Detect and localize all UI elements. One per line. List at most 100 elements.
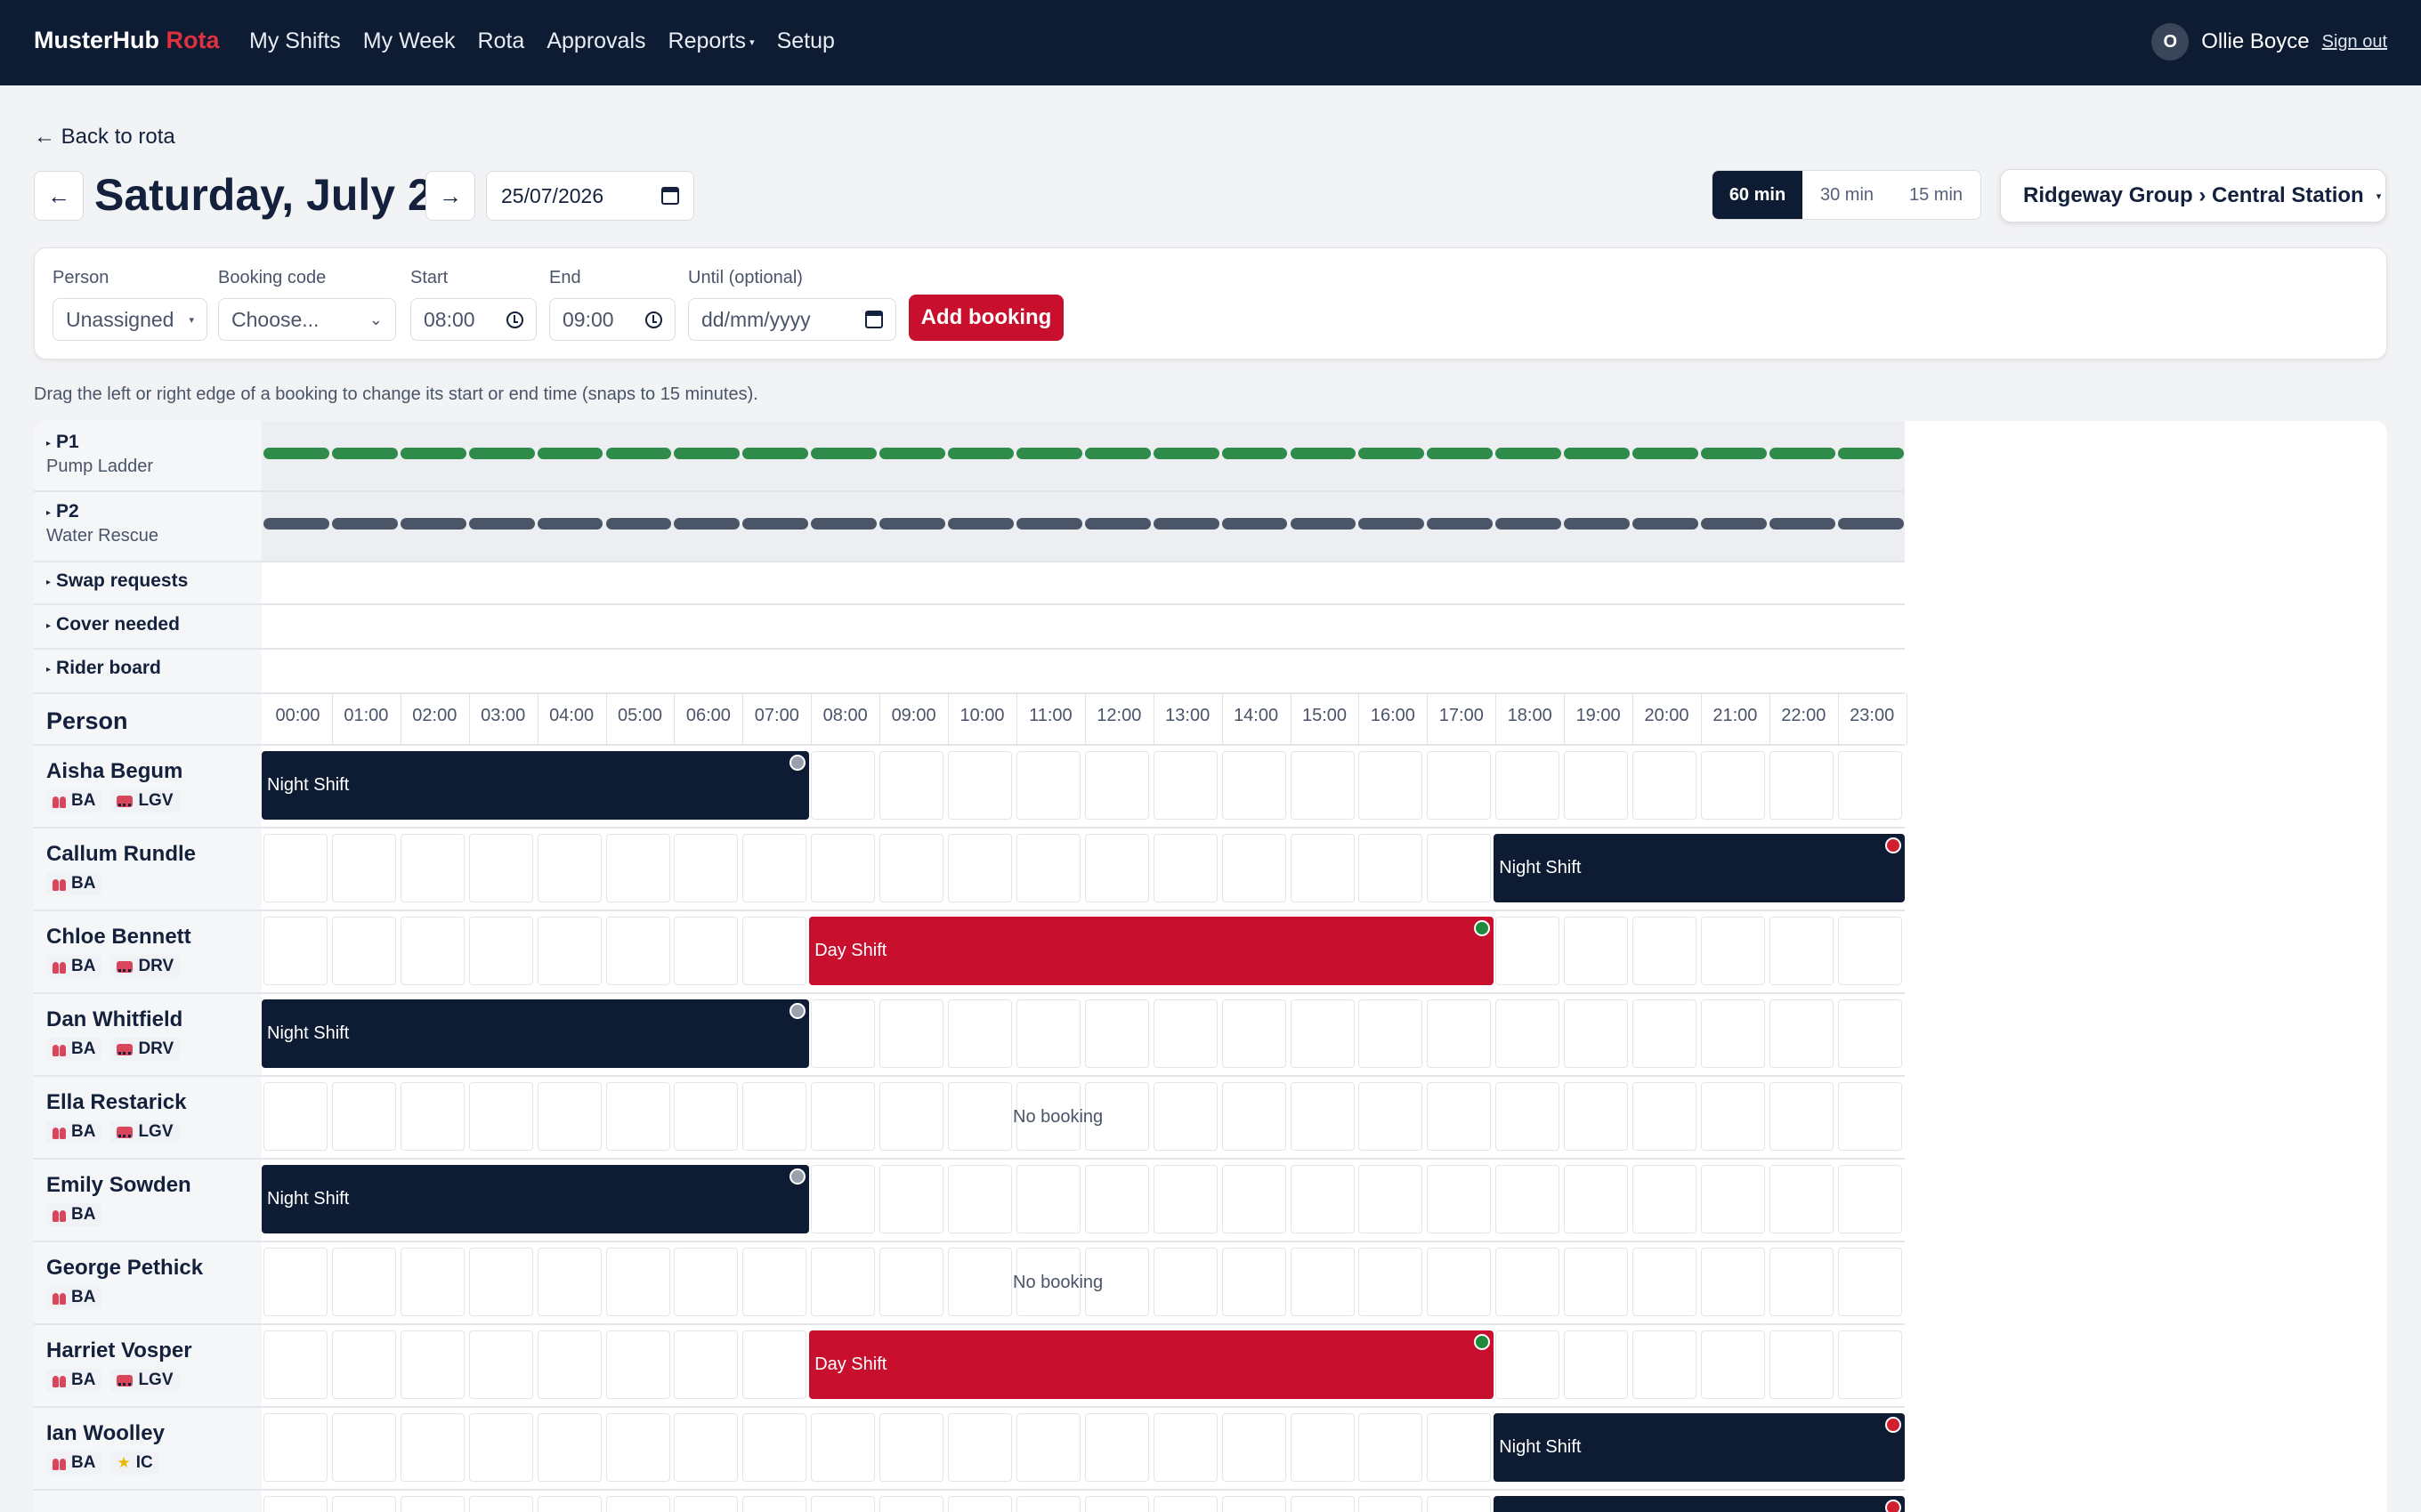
hour-cell[interactable] xyxy=(879,1165,944,1233)
appliance-toggle-p2[interactable]: ▸ P2 xyxy=(46,501,79,522)
hour-cell[interactable] xyxy=(1564,751,1629,820)
hour-cell[interactable] xyxy=(1427,1248,1492,1316)
hour-cell[interactable] xyxy=(811,1082,876,1151)
hour-cell[interactable] xyxy=(1427,751,1492,820)
hour-cell[interactable] xyxy=(811,999,876,1068)
hour-cell[interactable] xyxy=(742,1496,807,1512)
hour-cell[interactable] xyxy=(1632,1248,1696,1316)
hour-cell[interactable] xyxy=(1495,917,1560,985)
station-selector[interactable]: Ridgeway Group › Central Station ▾ xyxy=(2000,169,2386,222)
hour-cell[interactable] xyxy=(331,1330,396,1399)
hour-cell[interactable] xyxy=(1358,999,1423,1068)
hour-cell[interactable] xyxy=(1358,1165,1423,1233)
hour-cell[interactable] xyxy=(1016,834,1081,902)
hour-cell[interactable] xyxy=(1564,917,1629,985)
hour-cell[interactable] xyxy=(1427,1496,1492,1512)
hour-cell[interactable] xyxy=(468,1413,533,1482)
hour-cell[interactable] xyxy=(742,1413,807,1482)
hour-cell[interactable] xyxy=(605,1330,670,1399)
hour-cell[interactable] xyxy=(811,1165,876,1233)
hour-cell[interactable] xyxy=(468,834,533,902)
nav-link-my-shifts[interactable]: My Shifts xyxy=(249,28,341,53)
hour-cell[interactable] xyxy=(1153,1082,1218,1151)
hour-cell[interactable] xyxy=(1632,1165,1696,1233)
hour-cell[interactable] xyxy=(1564,1330,1629,1399)
hour-cell[interactable] xyxy=(948,999,1012,1068)
hour-cell[interactable] xyxy=(1221,1248,1286,1316)
hour-cell[interactable] xyxy=(1632,999,1696,1068)
hour-cell[interactable] xyxy=(605,1248,670,1316)
hour-cell[interactable] xyxy=(1016,1165,1081,1233)
hour-cell[interactable] xyxy=(1837,1330,1902,1399)
hour-cell[interactable] xyxy=(1084,1248,1149,1316)
hour-cell[interactable] xyxy=(1084,1496,1149,1512)
hour-cell[interactable] xyxy=(1564,1082,1629,1151)
nav-link-approvals[interactable]: Approvals xyxy=(547,28,646,53)
hour-cell[interactable] xyxy=(742,1082,807,1151)
hour-cell[interactable] xyxy=(1769,999,1834,1068)
hour-cell[interactable] xyxy=(674,1413,739,1482)
hour-cell[interactable] xyxy=(811,751,876,820)
hour-cell[interactable] xyxy=(674,917,739,985)
hour-cell[interactable] xyxy=(263,834,328,902)
start-time-input[interactable]: 08:00 xyxy=(410,298,537,341)
person-name[interactable]: Emily Sowden xyxy=(46,1173,191,1197)
hour-cell[interactable] xyxy=(400,1330,465,1399)
hour-cell[interactable] xyxy=(400,1496,465,1512)
granularity-15-min[interactable]: 15 min xyxy=(1908,184,1964,205)
hour-cell[interactable] xyxy=(1837,917,1902,985)
hour-cell[interactable] xyxy=(1769,1248,1834,1316)
add-booking-button[interactable]: Add booking xyxy=(909,295,1064,341)
person-name[interactable]: Harriet Vosper xyxy=(46,1338,192,1362)
date-picker-input[interactable]: 25/07/2026 xyxy=(486,171,694,221)
hour-cell[interactable] xyxy=(1153,1165,1218,1233)
hour-cell[interactable] xyxy=(1084,999,1149,1068)
hour-cell[interactable] xyxy=(879,999,944,1068)
person-name[interactable]: George Pethick xyxy=(46,1256,204,1280)
hour-cell[interactable] xyxy=(605,1496,670,1512)
hour-cell[interactable] xyxy=(1153,999,1218,1068)
hour-cell[interactable] xyxy=(811,1496,876,1512)
hour-cell[interactable] xyxy=(400,1082,465,1151)
until-date-input[interactable]: dd/mm/yyyy xyxy=(688,298,896,341)
hour-cell[interactable] xyxy=(742,1248,807,1316)
calendar-icon[interactable] xyxy=(865,311,883,328)
hour-cell[interactable] xyxy=(1221,1496,1286,1512)
hour-cell[interactable] xyxy=(468,1082,533,1151)
hour-cell[interactable] xyxy=(1084,1082,1149,1151)
hour-cell[interactable] xyxy=(879,834,944,902)
booking-code-select[interactable]: Choose... ⌄ xyxy=(218,298,396,341)
hour-cell[interactable] xyxy=(1769,1330,1834,1399)
hour-cell[interactable] xyxy=(948,1413,1012,1482)
hour-cell[interactable] xyxy=(537,1082,602,1151)
hour-cell[interactable] xyxy=(1837,1082,1902,1151)
shift-booking[interactable]: Night Shift xyxy=(262,751,810,820)
hour-cell[interactable] xyxy=(331,1082,396,1151)
hour-cell[interactable] xyxy=(879,1413,944,1482)
hour-cell[interactable] xyxy=(1221,999,1286,1068)
hour-cell[interactable] xyxy=(1221,1413,1286,1482)
hour-cell[interactable] xyxy=(263,1413,328,1482)
granularity-60-min[interactable]: 60 min xyxy=(1713,171,1802,219)
section-toggle-cover-needed[interactable]: ▸ Cover needed xyxy=(46,614,180,635)
hour-cell[interactable] xyxy=(1700,999,1765,1068)
hour-cell[interactable] xyxy=(1427,999,1492,1068)
hour-cell[interactable] xyxy=(1084,834,1149,902)
hour-cell[interactable] xyxy=(1700,751,1765,820)
hour-cell[interactable] xyxy=(1016,1413,1081,1482)
hour-cell[interactable] xyxy=(1084,1165,1149,1233)
hour-cell[interactable] xyxy=(674,1330,739,1399)
hour-cell[interactable] xyxy=(1290,834,1355,902)
hour-cell[interactable] xyxy=(1769,1165,1834,1233)
hour-cell[interactable] xyxy=(1495,999,1560,1068)
hour-cell[interactable] xyxy=(811,1248,876,1316)
hour-cell[interactable] xyxy=(811,834,876,902)
hour-cell[interactable] xyxy=(400,834,465,902)
sign-out-link[interactable]: Sign out xyxy=(2321,31,2387,52)
hour-cell[interactable] xyxy=(1427,1082,1492,1151)
hour-cell[interactable] xyxy=(1632,1330,1696,1399)
hour-cell[interactable] xyxy=(1700,1082,1765,1151)
hour-cell[interactable] xyxy=(1769,1082,1834,1151)
hour-cell[interactable] xyxy=(879,751,944,820)
hour-cell[interactable] xyxy=(331,834,396,902)
